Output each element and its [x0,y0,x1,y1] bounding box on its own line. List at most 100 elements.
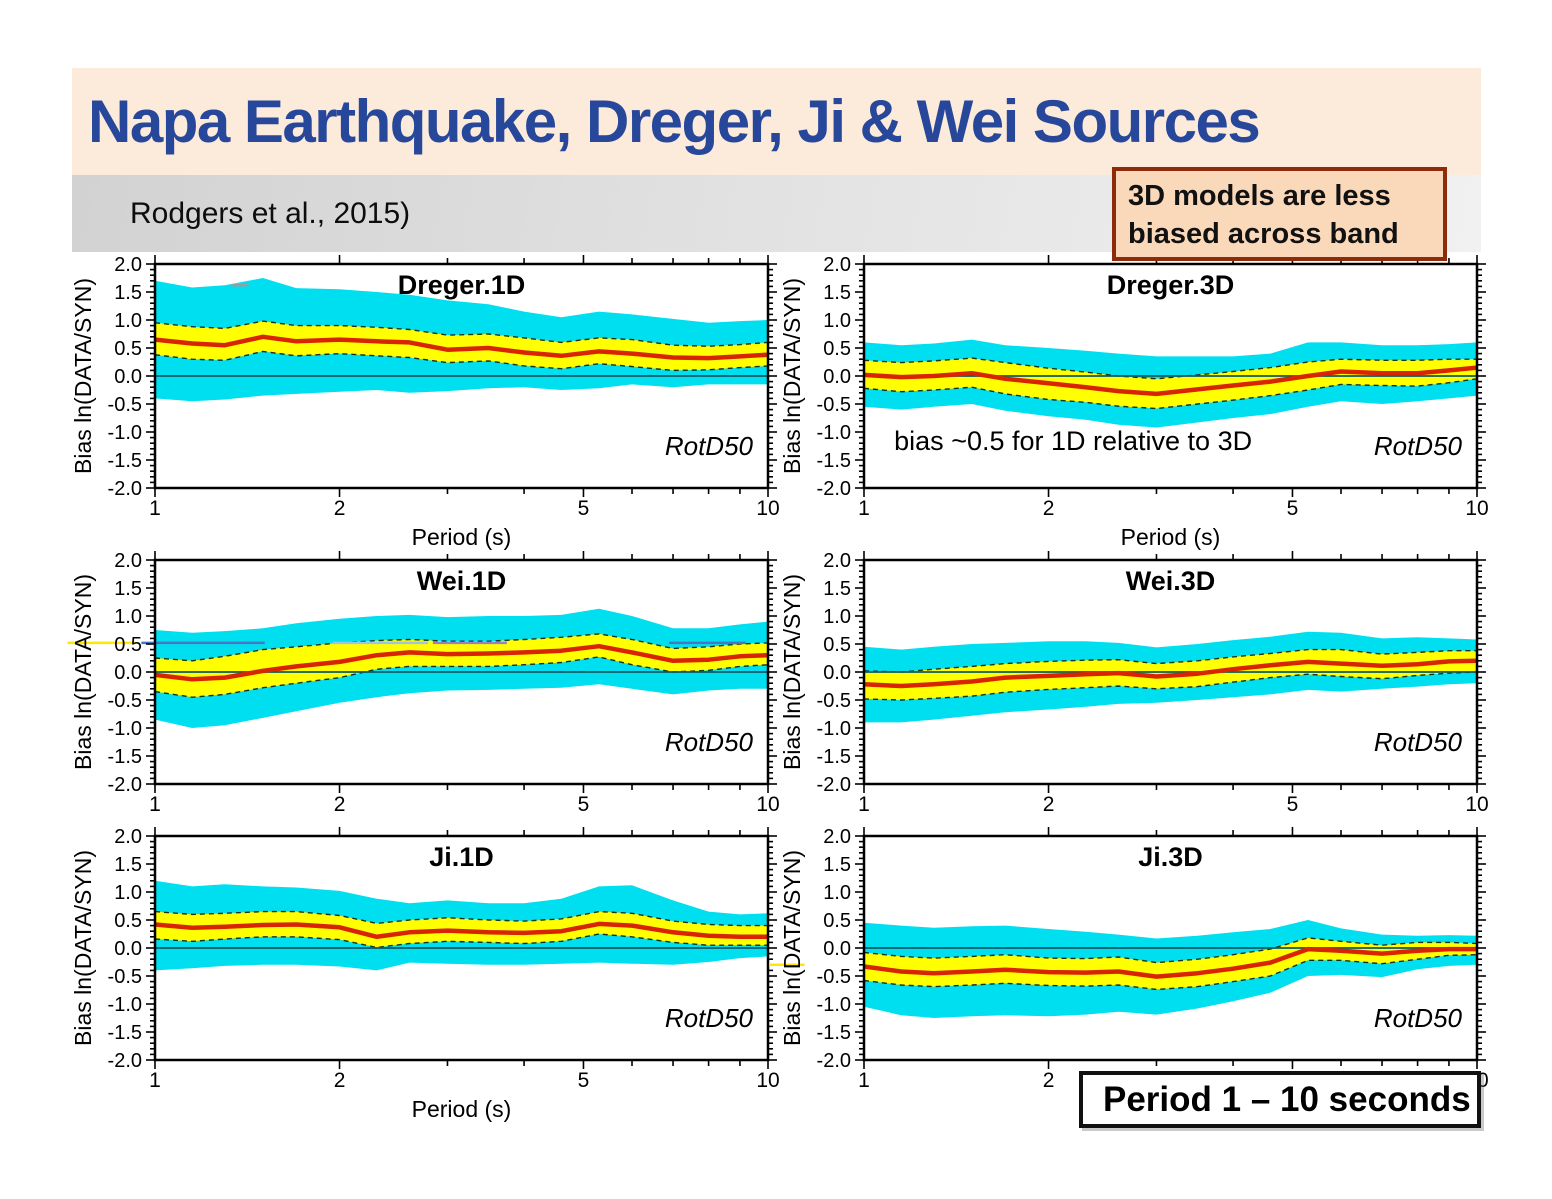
y-tick-label: 2.0 [823,254,851,276]
callout-line1: 3D models are less [1128,180,1391,212]
y-tick-label: 1.5 [114,282,142,304]
y-tick-label: -2.0 [108,478,142,500]
y-axis-label: Bias ln(DATA/SYN) [70,850,96,1046]
corner-label: RotD50 [1374,727,1463,757]
corner-label: RotD50 [665,727,754,757]
plot-area-dreger-1d [155,278,768,402]
x-axis-label: Period (s) [412,1096,512,1122]
y-tick-label: -0.5 [817,394,851,416]
y-tick-label: -1.0 [108,994,142,1016]
mean-bias-line [155,921,768,940]
y-tick-label: 1.0 [114,310,142,332]
y-axis-label: Bias ln(DATA/SYN) [70,278,96,474]
chart-title: Wei.3D [1126,566,1216,596]
y-tick-label: 0.5 [114,338,142,360]
y-tick-label: 2.0 [823,826,851,848]
x-tick-label: 10 [756,1069,779,1092]
x-tick-label: 5 [1287,793,1299,816]
inner-band-lower-edge [864,378,1477,410]
corner-label: RotD50 [665,1003,754,1033]
x-tick-label: 1 [149,1069,161,1092]
slide-subtitle: Rodgers et al., 2015) [130,196,411,230]
inner-band-upper-edge [155,910,768,927]
x-tick-label: 2 [1043,1069,1055,1092]
y-tick-label: -2.0 [817,1050,851,1072]
y-tick-label: 0.0 [823,662,851,684]
plot-area-wei-3d [864,631,1477,723]
chart-ji-3d: 2.01.51.00.50.0-0.5-1.0-1.5-2.012510Ji.3… [769,826,1489,1092]
y-tick-label: -1.0 [108,718,142,740]
slide-title: Napa Earthquake, Dreger, Ji & Wei Source… [88,88,1261,155]
y-tick-label: 2.0 [114,826,142,848]
y-tick-label: 2.0 [114,550,142,572]
x-tick-label: 1 [149,793,161,816]
x-tick-label: 1 [858,1069,870,1092]
inner-band-lower-edge [155,656,768,698]
y-tick-label: -2.0 [108,774,142,796]
x-tick-label: 1 [149,497,161,520]
y-tick-label: 1.5 [823,578,851,600]
inner-band-lower-edge [864,671,1477,701]
x-tick-label: 2 [334,1069,346,1092]
y-tick-label: 0.5 [114,634,142,656]
chart-title: Wei.1D [417,566,507,596]
y-tick-label: 1.5 [114,578,142,600]
y-tick-label: -1.0 [817,718,851,740]
x-tick-label: 2 [1043,497,1055,520]
y-tick-label: 1.5 [114,854,142,876]
y-tick-label: 1.0 [823,882,851,904]
inner-band-lower-edge [155,350,768,372]
x-tick-label: 5 [578,1069,590,1092]
corner-label: RotD50 [665,431,754,461]
chart-dreger-1d: 2.0 1.5 1.0 0.5 0.0 -0.5 -1.0 -1.5 -2.0 1 2 5 10 Dreg… [70,254,780,550]
corner-label: RotD50 [1374,1003,1463,1033]
y-tick-label: 1.0 [823,310,851,332]
y-tick-label: 0.0 [114,938,142,960]
period-range-box: Period 1 – 10 seconds [1079,1071,1481,1128]
y-tick-label: 0.5 [823,634,851,656]
y-axis-label: Bias ln(DATA/SYN) [779,574,805,770]
y-tick-label: -2.0 [108,1050,142,1072]
mean-bias-line [864,946,1477,979]
x-tick-label: 2 [334,793,346,816]
inner-band-upper-edge [155,320,768,348]
mean-bias-line [864,365,1477,397]
title-banner: Napa Earthquake, Dreger, Ji & Wei Source… [72,68,1481,175]
x-tick-label: 2 [334,497,346,520]
inner-band-lower-edge [864,954,1477,991]
y-tick-label: -1.0 [817,422,851,444]
chart-wei-3d: 2.0 1.5 1.0 0.5 0.0 -0.5 -1.0 -1.5 -2.0 1 2 5 10 Wei.… [779,550,1489,816]
inner-band-upper-edge [864,937,1477,964]
x-tick-label: 5 [1287,497,1299,520]
period-range-label: Period 1 – 10 seconds [1103,1079,1471,1119]
chart-wei-1d: 2.0 1.5 1.0 0.5 0.0 -0.5 -1.0 -1.5 -2.0 1 2 5 10 Wei.… [67,550,780,816]
x-tick-label: 5 [578,497,590,520]
chart-dreger-3d: 2.0 1.5 1.0 0.5 0.0 -0.5 -1.0 -1.5 -2.0 1 2 5 10 Dreg… [779,254,1489,550]
y-tick-label: -0.5 [817,690,851,712]
y-tick-label: 0.5 [114,910,142,932]
chart-annotation: bias ~0.5 for 1D relative to 3D [894,426,1252,456]
callout-line2: biased across band [1128,218,1399,250]
y-tick-label: 1.5 [823,854,851,876]
y-tick-label: 0.0 [114,662,142,684]
y-tick-label: 0.5 [823,338,851,360]
x-axis-label: Period (s) [1121,524,1221,550]
inner-band-upper-edge [864,357,1477,380]
x-tick-label: 1 [858,793,870,816]
mean-bias-line [155,334,768,361]
inner-band-upper-edge [155,633,768,662]
chart-title: Dreger.1D [398,270,526,300]
y-tick-label: 1.0 [114,882,142,904]
y-tick-label: -1.5 [108,1022,142,1044]
y-tick-label: 0.0 [823,938,851,960]
plot-area-ji-3d [864,920,1477,1018]
chart-title: Ji.3D [1138,842,1203,872]
y-tick-label: 1.0 [823,606,851,628]
y-tick-label: -1.5 [817,746,851,768]
y-tick-label: -1.5 [817,450,851,472]
inner-band-upper-edge [864,648,1477,673]
y-tick-label: -1.0 [817,994,851,1016]
x-tick-label: 10 [1465,793,1488,816]
plot-area-dreger-3d [864,339,1477,428]
y-tick-label: -0.5 [817,966,851,988]
